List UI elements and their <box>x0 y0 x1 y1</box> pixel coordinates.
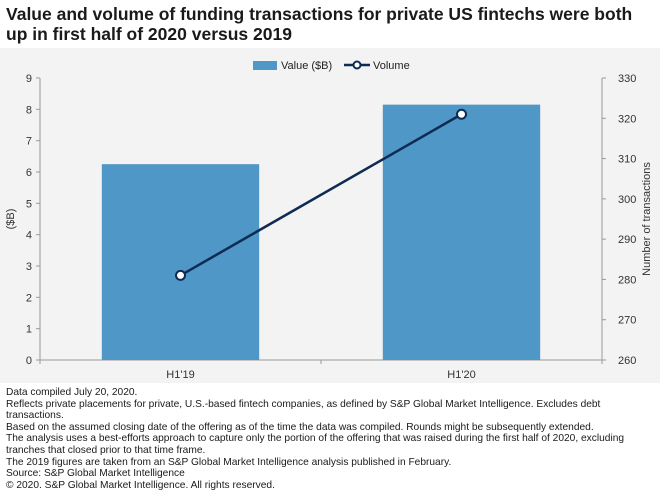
right-tick-label: 290 <box>618 234 636 246</box>
volume-point <box>176 271 185 280</box>
right-tick-label: 320 <box>618 113 636 125</box>
right-tick-label: 270 <box>618 315 636 327</box>
chart-area: 0 1 2 3 4 5 6 7 8 9 260 270 280 290 300 310 320 330 ($B) Nu… <box>0 48 660 383</box>
left-tick-label: 2 <box>26 292 32 304</box>
left-tick-label: 8 <box>26 104 32 116</box>
note-scope: Reflects private placements for private,… <box>6 399 656 422</box>
bar-h119 <box>102 164 259 360</box>
right-axis-label: Number of transactions <box>641 162 653 276</box>
note-methodology: The analysis uses a best-efforts approac… <box>6 433 656 456</box>
right-tick-label: 300 <box>618 194 636 206</box>
left-tick-label: 3 <box>26 261 32 273</box>
legend-label-volume: Volume <box>373 60 410 72</box>
left-tick-label: 7 <box>26 136 32 148</box>
note-compiled: Data compiled July 20, 2020. <box>6 387 656 399</box>
note-copyright: © 2020. S&P Global Market Intelligence. … <box>6 480 656 492</box>
left-tick-label: 9 <box>26 73 32 85</box>
left-tick-label: 0 <box>26 355 32 367</box>
note-closing-date: Based on the assumed closing date of the… <box>6 422 656 434</box>
left-tick-label: 1 <box>26 324 32 336</box>
volume-point <box>457 110 466 119</box>
note-source: Source: S&P Global Market Intelligence <box>6 468 656 480</box>
left-tick-label: 6 <box>26 167 32 179</box>
legend-swatch-value <box>253 61 277 70</box>
chart-notes: Data compiled July 20, 2020. Reflects pr… <box>6 387 656 491</box>
x-tick-label: H1'20 <box>447 369 475 381</box>
left-tick-label: 4 <box>26 230 32 242</box>
note-2019-source: The 2019 figures are taken from an S&P G… <box>6 457 656 469</box>
right-tick-label: 260 <box>618 355 636 367</box>
right-tick-label: 280 <box>618 274 636 286</box>
x-tick-label: H1'19 <box>166 369 194 381</box>
left-axis-label: ($B) <box>5 209 17 230</box>
right-tick-label: 310 <box>618 154 636 166</box>
legend-marker-volume <box>354 62 361 69</box>
bar-h120 <box>383 105 540 360</box>
combo-chart: 0 1 2 3 4 5 6 7 8 9 260 270 280 290 300 310 320 330 ($B) Nu… <box>0 48 660 383</box>
legend-label-value: Value ($B) <box>281 60 332 72</box>
left-tick-label: 5 <box>26 198 32 210</box>
chart-title: Value and volume of funding transactions… <box>6 4 656 44</box>
right-tick-label: 330 <box>618 73 636 85</box>
